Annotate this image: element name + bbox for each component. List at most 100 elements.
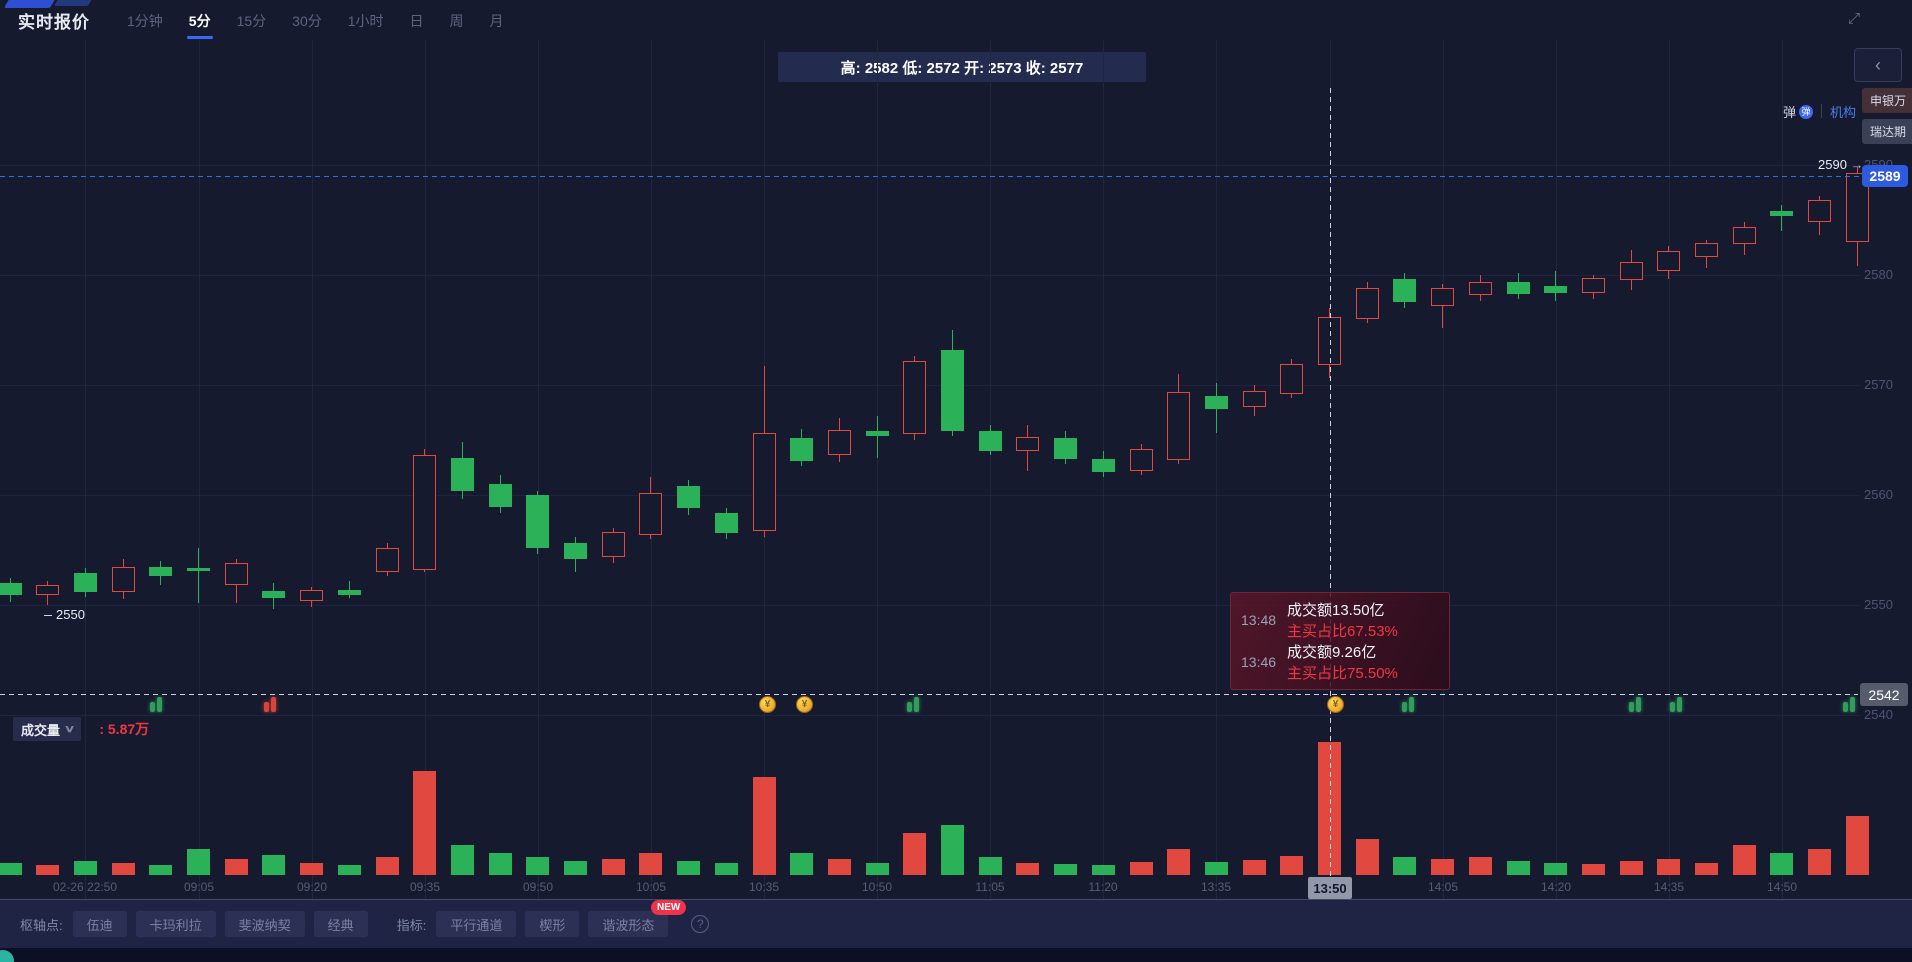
candle-body[interactable] [865,431,889,436]
candle-body[interactable] [1167,391,1191,460]
tab-1小时[interactable]: 1小时 [347,12,384,29]
green-volume-bars-icon[interactable] [1670,696,1688,714]
toolbar-button-平行通道[interactable]: 平行通道 [436,911,517,937]
volume-bar[interactable] [1544,863,1568,875]
volume-bar[interactable] [262,855,286,875]
tab-1分钟[interactable]: 1分钟 [127,12,163,29]
green-volume-bars-icon[interactable] [150,696,168,714]
volume-bar[interactable] [1393,857,1417,875]
volume-bar[interactable] [978,857,1002,875]
green-volume-bars-icon[interactable] [907,696,925,714]
volume-bar[interactable] [1845,816,1869,875]
volume-bar[interactable] [488,853,512,875]
candle-body[interactable] [187,567,210,571]
volume-bar[interactable] [413,771,437,875]
candle-body[interactable] [1506,281,1530,294]
red-volume-bars-icon[interactable] [264,696,282,714]
coin-icon[interactable]: ¥ [1327,696,1345,714]
volume-bar[interactable] [1657,859,1681,875]
toolbar-button-楔形[interactable]: 楔形 [525,911,580,937]
candle-body[interactable] [714,512,738,534]
candle-body[interactable] [36,585,60,596]
toolbar-button-卡玛利拉[interactable]: 卡玛利拉 [135,911,216,937]
volume-bar[interactable] [1091,865,1115,875]
volume-bar[interactable] [149,865,173,875]
broker-badge-ruidaqi[interactable]: 瑞达期 [1861,119,1912,144]
tab-周[interactable]: 周 [449,12,464,29]
toolbar-button-经典[interactable]: 经典 [313,911,368,937]
volume-bar[interactable] [1054,864,1078,875]
institution-filter[interactable]: 机构 [1829,105,1856,120]
volume-bar[interactable] [865,863,889,875]
candle-body[interactable] [262,590,286,599]
volume-indicator-dropdown[interactable]: 成交量 ∨ [13,717,82,741]
volume-bar[interactable] [1355,839,1379,875]
volume-bar[interactable] [714,863,738,875]
candle-body[interactable] [1204,396,1228,410]
floating-button-fragment[interactable] [0,950,14,962]
volume-bar[interactable] [752,777,776,875]
coin-icon[interactable]: ¥ [759,696,777,714]
volume-bar[interactable] [1129,862,1153,875]
volume-bar[interactable] [1318,742,1341,875]
candle-body[interactable] [149,566,173,577]
volume-bar[interactable] [1581,864,1605,875]
volume-bar[interactable] [375,857,399,875]
candle-body[interactable] [941,349,964,432]
candle-body[interactable] [337,589,361,596]
candle-body[interactable] [450,457,474,491]
volume-bar[interactable] [0,863,22,875]
candle-body[interactable] [1845,172,1869,242]
candle-body[interactable] [752,433,776,532]
candle-body[interactable] [526,495,550,548]
candle-body[interactable] [564,543,587,559]
candle-body[interactable] [413,455,437,570]
volume-bar[interactable] [526,857,550,875]
volume-bar[interactable] [36,865,60,875]
candle-body[interactable] [111,566,135,592]
candle-body[interactable] [73,573,97,592]
candle-body[interactable] [1318,316,1341,366]
volume-bar[interactable] [564,861,587,875]
volume-bar[interactable] [677,861,701,875]
candle-body[interactable] [224,563,248,586]
coin-icon[interactable]: ¥ [796,696,814,714]
candle-body[interactable] [1808,200,1832,223]
chart-area[interactable]: 25902580257025602550254025892590 →255025… [0,40,1912,899]
candle-body[interactable] [1732,226,1756,245]
candle-body[interactable] [639,492,663,535]
candle-body[interactable] [1581,278,1605,293]
volume-bar[interactable] [1808,849,1832,875]
volume-bar[interactable] [300,863,324,875]
green-volume-bars-icon[interactable] [1402,696,1420,714]
volume-bar[interactable] [941,825,964,875]
volume-bar[interactable] [337,865,361,875]
candle-body[interactable] [1054,437,1078,459]
volume-bar[interactable] [450,845,474,875]
volume-bar[interactable] [1167,849,1191,875]
candle-body[interactable] [1695,243,1718,258]
volume-bar[interactable] [1242,860,1266,875]
candle-body[interactable] [978,431,1002,451]
toolbar-button-伍迪[interactable]: 伍迪 [72,911,127,937]
volume-bar[interactable] [187,849,210,875]
tab-日[interactable]: 日 [409,12,424,29]
tab-月[interactable]: 月 [489,12,504,29]
candle-body[interactable] [1657,250,1681,271]
volume-bar[interactable] [1468,857,1492,875]
volume-bar[interactable] [1770,853,1794,875]
candle-body[interactable] [1355,288,1379,319]
candle-body[interactable] [601,532,625,557]
volume-bar[interactable] [1204,862,1228,875]
volume-bar[interactable] [790,853,814,875]
candle-body[interactable] [1242,390,1266,407]
candle-body[interactable] [1016,436,1040,451]
volume-bar[interactable] [1506,861,1530,875]
volume-bar[interactable] [639,853,663,875]
volume-bar[interactable] [827,859,851,875]
volume-bar[interactable] [903,833,927,875]
candle-body[interactable] [903,360,927,435]
candle-body[interactable] [1544,286,1568,293]
candle-body[interactable] [1091,458,1115,472]
volume-bar[interactable] [73,861,97,875]
